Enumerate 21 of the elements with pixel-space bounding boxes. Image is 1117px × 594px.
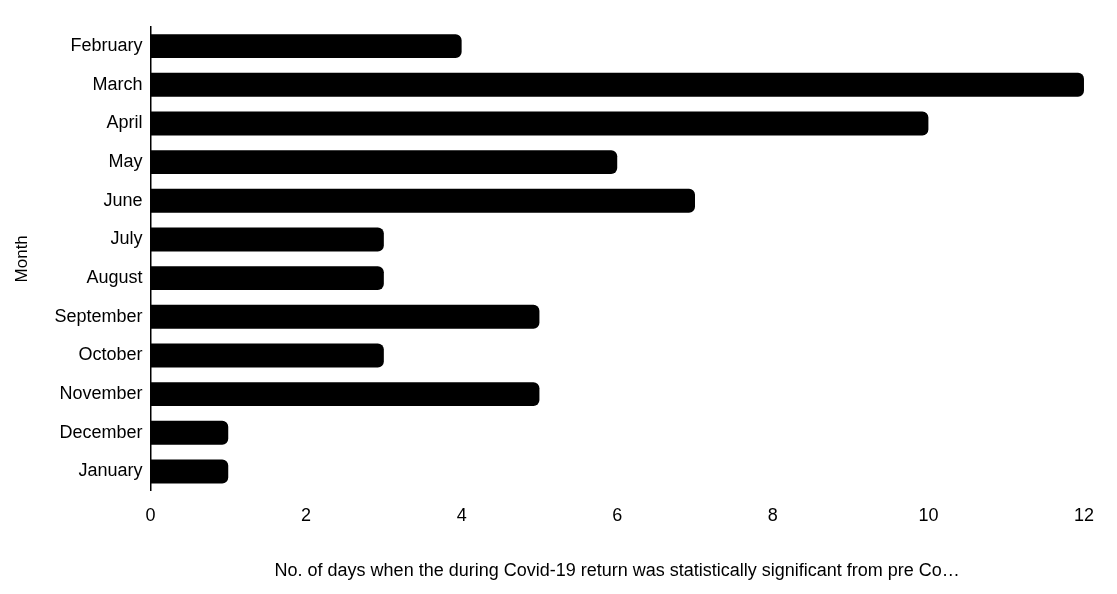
y-tick-label: December [59,421,143,442]
x-tick-label: 10 [918,504,939,525]
y-tick-label: April [106,112,143,133]
y-tick-label: March [92,73,143,94]
y-tick-label: August [86,267,143,288]
y-tick-label: November [59,383,143,404]
y-axis-title: Month [11,235,31,283]
x-tick-label: 2 [301,504,312,525]
x-tick-label: 6 [612,504,623,525]
y-tick-label: October [78,344,143,365]
y-tick-label: January [78,460,143,481]
y-tick-label: September [54,305,143,326]
y-tick-label: July [110,228,143,249]
y-tick-label: June [103,189,143,210]
y-tick-label: February [70,35,143,56]
x-axis-title: No. of days when the during Covid-19 return was statistically significant from pre Co… [274,560,960,581]
x-tick-label: 0 [145,504,156,525]
x-tick-label: 8 [767,504,778,525]
y-tick-label: May [108,151,143,172]
x-tick-label: 12 [1073,504,1094,525]
x-tick-label: 4 [456,504,467,525]
